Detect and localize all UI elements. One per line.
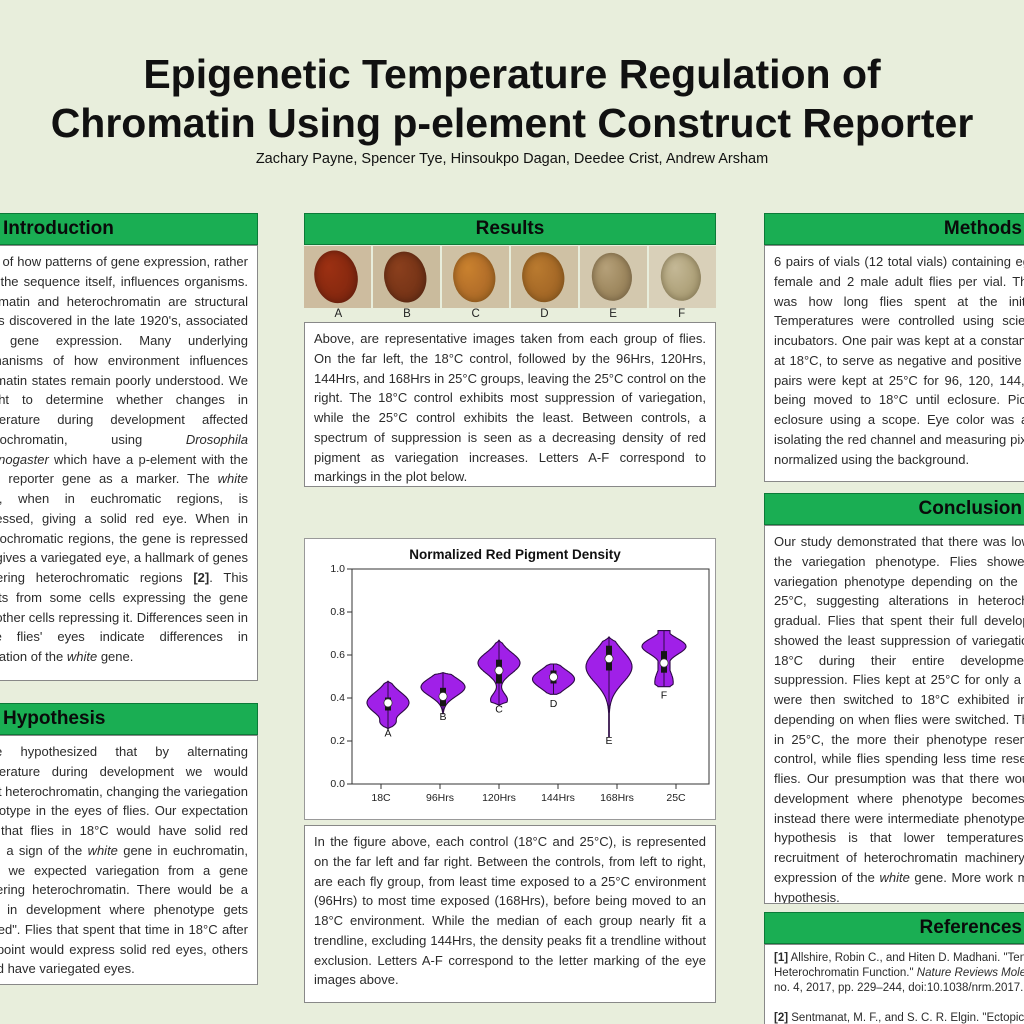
svg-text:D: D bbox=[550, 698, 558, 710]
svg-text:168Hrs: 168Hrs bbox=[600, 792, 634, 804]
svg-text:25C: 25C bbox=[666, 792, 686, 804]
svg-text:C: C bbox=[495, 704, 503, 716]
svg-text:F: F bbox=[661, 690, 667, 702]
svg-text:18C: 18C bbox=[371, 792, 391, 804]
svg-text:0.8: 0.8 bbox=[330, 606, 345, 618]
svg-text:0.0: 0.0 bbox=[330, 778, 345, 790]
svg-text:E: E bbox=[605, 735, 612, 747]
svg-text:B: B bbox=[439, 711, 446, 723]
svg-text:0.6: 0.6 bbox=[330, 649, 345, 661]
svg-text:Normalized Red Pigment Density: Normalized Red Pigment Density bbox=[409, 547, 621, 562]
svg-text:144Hrs: 144Hrs bbox=[541, 792, 575, 804]
svg-text:0.2: 0.2 bbox=[330, 735, 345, 747]
svg-text:A: A bbox=[384, 727, 391, 739]
svg-text:1.0: 1.0 bbox=[330, 563, 345, 575]
svg-text:0.4: 0.4 bbox=[330, 692, 345, 704]
svg-text:120Hrs: 120Hrs bbox=[482, 792, 516, 804]
svg-text:96Hrs: 96Hrs bbox=[426, 792, 454, 804]
